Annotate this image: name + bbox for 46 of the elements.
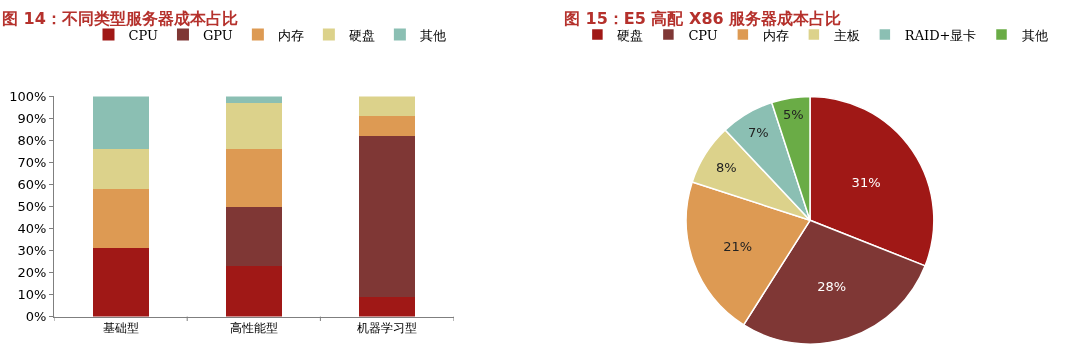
y-tick-label: 10% <box>17 287 47 303</box>
legend-label: 其他 <box>419 27 446 43</box>
bar <box>359 136 415 297</box>
x-tick-label: 机器学习型 <box>357 321 417 335</box>
legend-label: 内存 <box>277 27 304 43</box>
y-tick-label: 50% <box>17 199 47 215</box>
legend-label: CPU <box>128 27 158 43</box>
x-tick-label: 高性能型 <box>229 321 278 335</box>
legend-label: 其他 <box>1021 27 1048 43</box>
data-label: 7% <box>747 125 769 141</box>
legend-label: 硬盘 <box>617 27 644 43</box>
bar <box>92 248 149 317</box>
legend-label: CPU <box>688 27 718 43</box>
y-tick-label: 20% <box>17 265 47 281</box>
bar <box>225 265 282 317</box>
bar <box>225 96 282 104</box>
legend-label: RAID+显卡 <box>904 27 977 43</box>
legend-label: GPU <box>202 27 233 43</box>
y-tick-label: 100% <box>9 88 47 104</box>
y-tick-label: 90% <box>17 111 47 127</box>
y-tick-label: 60% <box>17 177 47 193</box>
legend-label: 硬盘 <box>348 27 375 43</box>
legend-label: 内存 <box>762 27 789 43</box>
bar <box>92 149 149 189</box>
y-tick-label: 70% <box>17 155 47 171</box>
bar <box>92 96 149 150</box>
data-label: 8% <box>715 159 737 175</box>
bar <box>359 116 415 137</box>
legend-label: 主板 <box>833 27 860 43</box>
data-label: 5% <box>782 107 804 123</box>
y-tick-label: 80% <box>17 133 47 149</box>
bar <box>359 96 415 117</box>
y-tick-label: 0% <box>25 309 47 325</box>
bar <box>225 149 282 207</box>
chart-title: 图 15：E5 高配 X86 服务器成本占比 <box>564 9 842 28</box>
y-tick-label: 40% <box>17 221 47 237</box>
bar <box>225 206 282 266</box>
data-label: 31% <box>851 174 881 190</box>
data-label: 28% <box>817 279 847 295</box>
bar <box>225 103 282 150</box>
y-tick-label: 30% <box>17 243 47 259</box>
bar <box>359 296 415 317</box>
data-label: 21% <box>723 238 753 254</box>
x-tick-label: 基础型 <box>102 321 139 335</box>
chart-title: 图 14：不同类型服务器成本占比 <box>2 9 238 28</box>
bar <box>92 188 149 249</box>
